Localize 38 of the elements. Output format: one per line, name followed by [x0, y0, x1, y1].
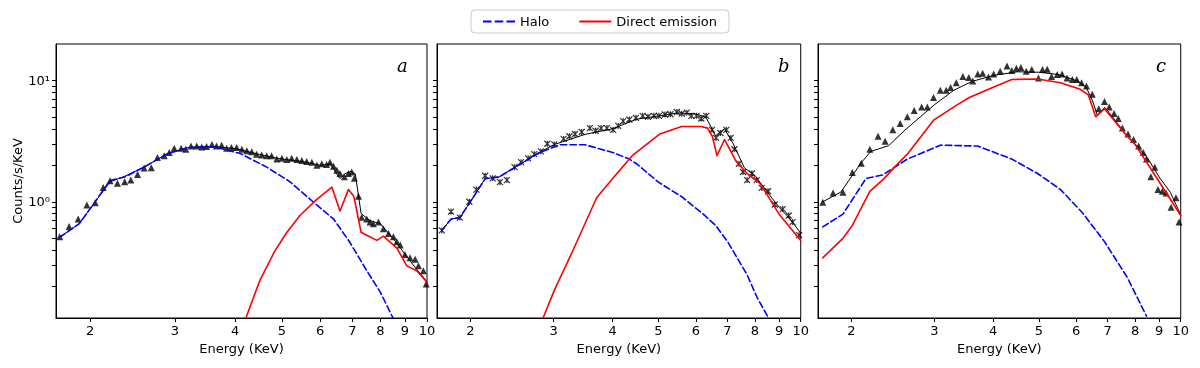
x-tick-label: 5 — [1034, 323, 1043, 338]
x-tick-label: 8 — [1130, 323, 1140, 338]
y-axis-title: Counts/s/KeV — [10, 138, 26, 224]
x-tick-label: 5 — [654, 323, 663, 338]
x-tick-label: 4 — [231, 323, 240, 338]
x-tick-label: 4 — [608, 323, 617, 338]
x-tick-label: 3 — [549, 323, 558, 338]
x-tick-label: 7 — [1103, 323, 1112, 338]
x-tick-label: 3 — [930, 323, 939, 338]
x-tick-label: 10 — [1172, 323, 1189, 338]
x-tick-label: 2 — [847, 323, 856, 338]
x-tick-label: 9 — [1155, 323, 1164, 338]
annotation: b — [778, 54, 790, 76]
x-tick-label: 5 — [277, 323, 287, 338]
x-tick-label: 2 — [85, 323, 95, 338]
annotation: a — [397, 54, 408, 76]
x-axis-title: Energy (KeV) — [576, 341, 662, 356]
x-tick-label: 9 — [774, 323, 784, 338]
x-tick-label: 4 — [989, 323, 998, 338]
x-tick-label: 6 — [691, 323, 701, 338]
x-axis-title: Energy (KeV) — [199, 341, 284, 356]
x-tick-label: 8 — [750, 323, 760, 338]
y-tick-label: 10¹ — [28, 73, 50, 88]
x-tick-label: 6 — [1072, 323, 1081, 338]
annotation: c — [1156, 54, 1167, 76]
x-tick-label: 7 — [348, 323, 357, 338]
x-tick-label: 6 — [315, 323, 325, 338]
x-tick-label: 9 — [400, 323, 410, 338]
legend-label: Halo — [520, 14, 550, 29]
x-tick-label: 8 — [376, 323, 385, 338]
y-tick-label: 10⁰ — [28, 194, 50, 210]
legend-label: Direct emission — [616, 14, 717, 29]
x-axis-title: Energy (KeV) — [957, 341, 1042, 356]
x-tick-label: 7 — [723, 323, 732, 338]
x-tick-label: 2 — [466, 323, 475, 338]
x-tick-label: 3 — [170, 323, 180, 338]
x-tick-label: 10 — [418, 323, 436, 338]
x-tick-label: 10 — [792, 323, 809, 338]
